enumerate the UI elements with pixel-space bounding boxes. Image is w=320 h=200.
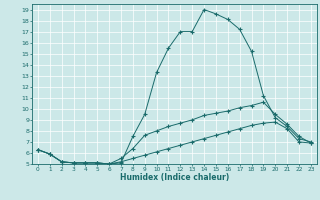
X-axis label: Humidex (Indice chaleur): Humidex (Indice chaleur) — [120, 173, 229, 182]
